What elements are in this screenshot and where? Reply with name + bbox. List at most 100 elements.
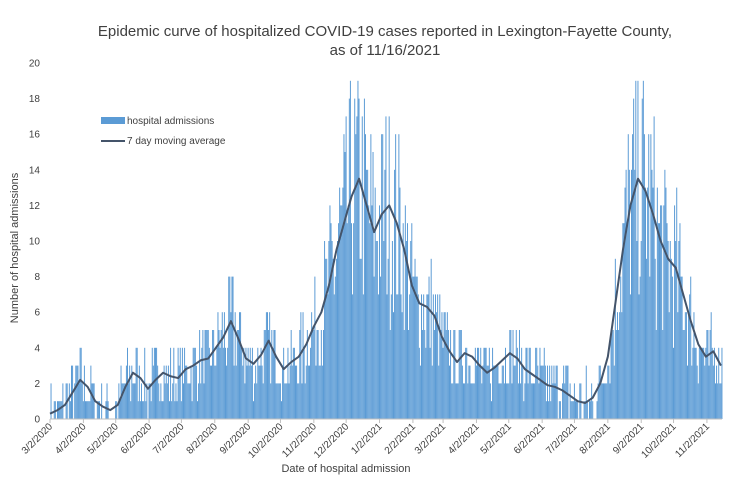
admission-bar (549, 365, 551, 419)
admission-bar (592, 401, 594, 419)
admission-bar (83, 365, 85, 419)
admission-bar (293, 347, 295, 419)
admission-bar (642, 80, 644, 420)
admission-bar (150, 401, 152, 419)
admission-bar (548, 401, 550, 419)
admission-bar (315, 365, 317, 419)
admission-bar (508, 383, 510, 419)
admission-bar (666, 223, 668, 419)
admission-bar (313, 330, 315, 419)
admission-bar (422, 330, 424, 419)
admission-bar (141, 383, 142, 419)
admission-bar (186, 365, 188, 419)
admission-bar (88, 401, 90, 419)
admission-bar (499, 383, 501, 419)
admission-bar (376, 241, 378, 419)
admission-bar (512, 330, 514, 419)
admission-bar (50, 383, 52, 419)
admission-bar (134, 383, 136, 419)
admission-bar (156, 347, 158, 419)
admission-bar (68, 383, 70, 419)
admission-bar (519, 330, 520, 419)
admission-bar (639, 276, 641, 419)
admission-bar (524, 383, 526, 419)
admission-bar (438, 365, 440, 419)
admission-bar (335, 258, 337, 419)
admission-bar (668, 312, 670, 419)
admission-bar (541, 365, 543, 419)
admission-bar (608, 365, 610, 419)
admission-bar (192, 347, 194, 419)
admission-bar (247, 347, 249, 419)
admission-bar (692, 347, 694, 419)
legend-label-hospital-admissions: hospital admissions (127, 116, 214, 127)
admission-bar (399, 187, 401, 419)
admission-bar (351, 223, 352, 419)
admission-bar (326, 258, 328, 419)
admission-bar (509, 330, 511, 419)
admission-bar (531, 383, 533, 419)
admission-bar (539, 347, 541, 419)
admission-bar (425, 347, 427, 419)
y-tick-label: 0 (34, 415, 40, 426)
admission-bar (566, 365, 568, 419)
admission-bar (53, 401, 55, 419)
admission-bar (477, 347, 478, 419)
admission-bar (624, 187, 626, 419)
admission-bar (632, 134, 634, 419)
admission-bar (221, 312, 223, 419)
admission-bar (497, 365, 499, 419)
admission-bar (328, 241, 330, 419)
admission-bar (569, 383, 571, 419)
admission-bar (667, 241, 669, 419)
admission-bar (511, 383, 513, 419)
admission-bar (155, 347, 156, 419)
admission-bar (402, 223, 404, 419)
admission-bar (382, 134, 384, 419)
admission-bar (353, 223, 355, 419)
admission-bar (677, 312, 679, 419)
admission-bar (76, 365, 78, 419)
admission-bar (636, 241, 638, 419)
admission-bar (540, 365, 542, 419)
admission-bar (74, 383, 76, 419)
admission-bar (427, 294, 429, 419)
admission-bar (513, 365, 515, 419)
admission-bar (212, 330, 214, 419)
admission-bar (86, 401, 88, 419)
admission-bar (705, 347, 707, 419)
admission-bar (60, 401, 62, 419)
admission-bar (489, 383, 491, 419)
admission-bar (175, 383, 177, 419)
admission-bar (194, 347, 196, 419)
admission-bar (178, 365, 180, 419)
admission-bar (268, 330, 270, 419)
admission-bar (558, 401, 560, 419)
admission-bar (564, 383, 566, 419)
admission-bar (445, 330, 447, 419)
admission-bar (142, 401, 144, 419)
admission-bar (337, 241, 338, 419)
admission-bar (685, 312, 687, 419)
admission-bar (416, 276, 418, 419)
chart-title-line-1: Epidemic curve of hospitalized COVID-19 … (98, 23, 672, 40)
admission-bar (375, 241, 377, 419)
admission-bar (454, 330, 456, 419)
admission-bar (715, 383, 716, 419)
admission-bar (589, 401, 590, 419)
admission-bar (520, 383, 522, 419)
admission-bar (169, 401, 170, 419)
admission-bar (673, 347, 674, 419)
admission-bar (139, 401, 141, 419)
admission-bar (473, 383, 475, 419)
admission-bar (537, 365, 539, 419)
admission-bar (650, 134, 652, 419)
admission-bar (374, 187, 376, 419)
admission-bar (452, 383, 454, 419)
admission-bar (655, 330, 657, 419)
admission-bar (365, 134, 366, 419)
admission-bar (464, 383, 466, 419)
admission-bar (135, 347, 137, 419)
admission-bar (621, 312, 623, 419)
admission-bar (611, 330, 613, 419)
